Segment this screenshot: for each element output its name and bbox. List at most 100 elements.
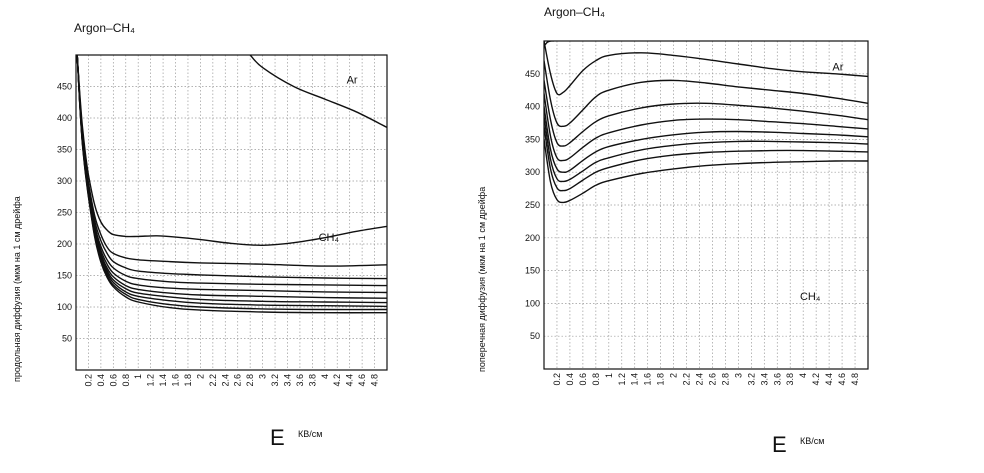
right-y-tick-label: 300 <box>525 167 540 177</box>
left-chart: Argon–CH₄ 50 100 150 200 250 300 350 400 450 0.2… <box>12 21 388 450</box>
left-annotation-0: Ar <box>347 74 358 86</box>
right-y-axis-label: поперечная диффузия (мкм на 1 см дрейфа <box>477 187 487 372</box>
left-y-tick-label: 100 <box>57 302 72 312</box>
right-y-tick-label: 100 <box>525 298 540 308</box>
left-y-tick-label: 400 <box>57 113 72 123</box>
left-x-tick-label: 0.6 <box>108 374 118 387</box>
right-series-line-4 <box>544 93 868 162</box>
left-curves <box>76 55 387 314</box>
right-x-tick-label: 1.2 <box>617 373 627 386</box>
right-annotation-0: Ar <box>832 62 843 74</box>
left-y-tick-label: 50 <box>62 334 72 344</box>
left-y-tick-label: 300 <box>57 176 72 186</box>
right-x-tick-label: 2 <box>669 373 679 378</box>
right-y-tick-label: 450 <box>525 69 540 79</box>
left-x-tick-label: 4.4 <box>345 374 355 387</box>
right-plot-frame <box>543 40 869 370</box>
left-x-tick-label: 0.8 <box>121 374 131 387</box>
right-x-tick-label: 4.8 <box>850 373 860 386</box>
right-x-tick-label: 4 <box>798 373 808 378</box>
left-x-tick-label: 2.4 <box>220 374 230 387</box>
left-x-tick-label: 1.8 <box>183 374 193 387</box>
right-series-line-2 <box>544 60 868 128</box>
left-annotations: Ar CH₄ <box>319 74 358 244</box>
left-series-line-10 <box>76 55 387 314</box>
right-annotations: Ar CH₄ <box>800 62 844 304</box>
left-x-tick-label: 4 <box>320 374 330 379</box>
left-x-axis-label: E <box>270 425 285 450</box>
left-x-tick-label: 0.2 <box>83 374 93 387</box>
left-x-tick-label: 1.2 <box>146 374 156 387</box>
right-x-tick-label: 3.6 <box>772 373 782 386</box>
left-y-tick-label: 450 <box>57 82 72 92</box>
right-annotation-1: CH₄ <box>800 291 821 303</box>
right-x-tick-label: 4.6 <box>837 373 847 386</box>
right-y-tick-label: 250 <box>525 200 540 210</box>
left-series-line-9 <box>76 55 387 311</box>
left-x-tick-label: 2.2 <box>208 374 218 387</box>
right-series-line-1 <box>544 41 868 96</box>
right-chart: Argon–CH₄ 50 100 150 200 250 300 350 400 450 0.2… <box>477 5 869 457</box>
right-x-tick-label: 3.2 <box>746 373 756 386</box>
left-x-tick-label: 2.6 <box>233 374 243 387</box>
left-x-tick-label: 1.4 <box>158 374 168 387</box>
right-x-tick-label: 2.8 <box>720 373 730 386</box>
left-x-tick-label: 3 <box>258 374 268 379</box>
right-x-axis-unit: КВ/см <box>800 436 824 446</box>
right-x-tick-label: 2.4 <box>695 373 705 386</box>
left-x-tick-label: 2 <box>195 374 205 379</box>
right-series-line-3 <box>544 80 868 147</box>
right-y-tick-label: 400 <box>525 102 540 112</box>
left-x-tick-label: 3.2 <box>270 374 280 387</box>
left-series-line-4 <box>76 55 387 287</box>
left-x-tick-label: 4.8 <box>370 374 380 387</box>
left-x-ticks: 0.2 0.4 0.6 0.8 1 1.2 1.4 1.6 1.8 2 2.2 2.4 2.6 2.8 3 3… <box>83 374 379 387</box>
right-x-tick-label: 4.2 <box>811 373 821 386</box>
left-y-tick-label: 250 <box>57 208 72 218</box>
right-series-line-7 <box>544 126 868 192</box>
right-grid <box>544 41 868 369</box>
right-x-axis-label: E <box>772 432 787 457</box>
left-series-line-1 <box>76 55 387 247</box>
right-x-ticks: 0.2 0.4 0.6 0.8 1 1.2 1.4 1.6 1.8 2 2.2 2.4 2.6 2.8 3 3… <box>552 373 860 386</box>
left-x-axis-unit: КВ/см <box>298 429 322 439</box>
right-x-tick-label: 0.8 <box>591 373 601 386</box>
right-x-tick-label: 3 <box>733 373 743 378</box>
left-series-line-0 <box>249 55 387 129</box>
left-y-axis-label: продольная диффузия (мкм на 1 см дрейфа <box>12 196 22 382</box>
right-x-tick-label: 2.2 <box>682 373 692 386</box>
left-x-tick-label: 4.2 <box>332 374 342 387</box>
left-y-ticks: 50 100 150 200 250 300 350 400 450 <box>57 82 72 344</box>
left-y-tick-label: 200 <box>57 239 72 249</box>
left-x-tick-label: 2.8 <box>245 374 255 387</box>
left-chart-title: Argon–CH₄ <box>74 21 135 35</box>
right-x-tick-label: 0.2 <box>552 373 562 386</box>
right-x-tick-label: 1.8 <box>656 373 666 386</box>
right-x-tick-label: 1.4 <box>630 373 640 386</box>
left-x-tick-label: 0.4 <box>96 374 106 387</box>
left-x-tick-label: 3.4 <box>282 374 292 387</box>
left-x-tick-label: 1 <box>133 374 143 379</box>
right-x-tick-label: 2.6 <box>707 373 717 386</box>
left-annotation-1: CH₄ <box>319 232 340 244</box>
left-x-tick-label: 3.6 <box>295 374 305 387</box>
right-x-tick-label: 3.4 <box>759 373 769 386</box>
right-series-line-8 <box>544 139 868 204</box>
left-x-tick-label: 1.6 <box>171 374 181 387</box>
right-series-line-5 <box>544 106 868 173</box>
left-grid <box>76 55 387 370</box>
right-y-tick-label: 200 <box>525 233 540 243</box>
right-curves <box>544 41 868 204</box>
right-x-tick-label: 0.6 <box>578 373 588 386</box>
right-chart-title: Argon–CH₄ <box>544 5 605 19</box>
right-x-tick-label: 1.6 <box>643 373 653 386</box>
left-y-tick-label: 350 <box>57 145 72 155</box>
left-plot-frame <box>75 54 388 371</box>
right-x-tick-label: 1 <box>604 373 614 378</box>
right-x-tick-label: 3.8 <box>785 373 795 386</box>
right-y-tick-label: 150 <box>525 266 540 276</box>
right-y-tick-label: 350 <box>525 134 540 144</box>
right-x-tick-label: 4.4 <box>824 373 834 386</box>
left-x-tick-label: 4.6 <box>357 374 367 387</box>
